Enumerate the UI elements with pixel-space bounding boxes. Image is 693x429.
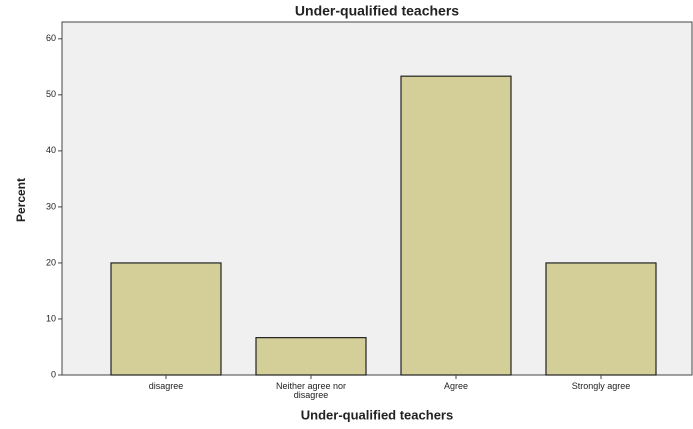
x-tick-label: Agree: [443, 381, 469, 391]
y-tick-label: 50: [46, 89, 56, 99]
y-tick-label: 20: [46, 257, 56, 267]
x-tick-label: disagree: [148, 381, 184, 391]
bar: [545, 262, 657, 376]
x-tick-label: Strongly agree: [571, 381, 631, 391]
bar: [110, 262, 222, 376]
y-tick-label: 0: [51, 369, 56, 379]
x-axis-label: Under-qualified teachers: [301, 407, 453, 422]
y-tick-label: 30: [46, 201, 56, 211]
chart-title: Under-qualified teachers: [295, 3, 459, 19]
y-tick-label: 60: [46, 33, 56, 43]
y-axis-label: Percent: [14, 178, 28, 222]
bar: [255, 337, 367, 376]
y-tick-label: 40: [46, 145, 56, 155]
y-tick-label: 10: [46, 313, 56, 323]
x-tick-label: Neither agree nor disagree: [275, 381, 347, 400]
bar: [400, 75, 512, 376]
